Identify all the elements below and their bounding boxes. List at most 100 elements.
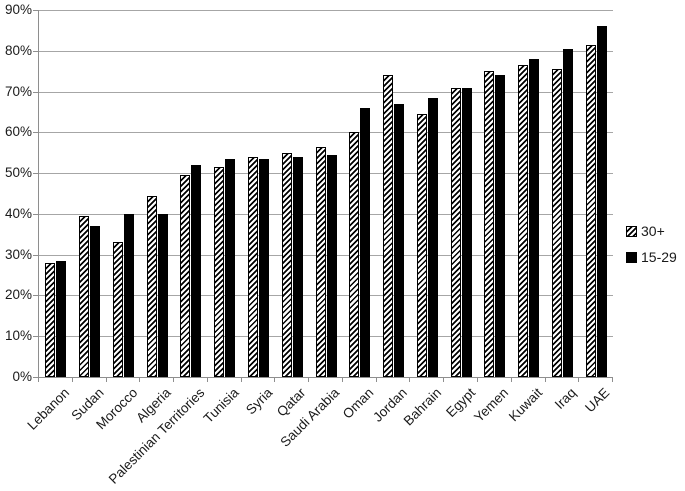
y-axis-label-70: 70% (4, 83, 32, 99)
x-axis-tick-17 (612, 378, 613, 382)
y-axis-tick-60 (33, 132, 38, 134)
y-axis-label-10: 10% (4, 328, 32, 344)
bar-saudi-arabia-15-29 (326, 154, 337, 377)
bar-morocco-30plus (112, 242, 123, 377)
y-axis-tick-70 (33, 91, 38, 93)
plot-area (38, 10, 613, 378)
bar-qatar-30plus (281, 152, 292, 377)
x-axis-tick-8 (308, 378, 310, 382)
bar-egypt-15-29 (461, 87, 472, 377)
x-axis-label-tunisia: Tunisia (200, 385, 242, 427)
y-axis-tick-40 (33, 213, 38, 215)
category-tunisia (208, 10, 242, 377)
category-syria (242, 10, 276, 377)
x-axis-label-syria: Syria (242, 385, 276, 418)
x-axis-tick-4 (173, 378, 175, 382)
x-axis-tick-6 (240, 378, 242, 382)
bar-bahrain-30plus (416, 114, 427, 377)
y-axis-label-50: 50% (4, 165, 32, 181)
bar-iraq-30plus (551, 69, 562, 377)
bar-palestinian-territories-15-29 (191, 165, 202, 377)
bar-oman-30plus (349, 132, 360, 377)
x-axis-tick-9 (341, 378, 343, 382)
category-morocco (107, 10, 141, 377)
x-axis-label-yemen: Yemen (471, 385, 512, 425)
bar-jordan-15-29 (394, 103, 405, 377)
y-axis-tick-20 (33, 295, 38, 297)
x-axis-tick-14 (510, 378, 512, 382)
gridline-90 (39, 10, 613, 11)
x-axis-tick-7 (274, 378, 276, 382)
y-axis-label-90: 90% (4, 2, 32, 17)
category-kuwait (512, 10, 546, 377)
bar-lebanon-30plus (45, 262, 56, 377)
category-qatar (275, 10, 309, 377)
bar-syria-30plus (247, 156, 258, 377)
bar-tunisia-15-29 (225, 158, 236, 377)
bar-uae-15-29 (596, 26, 607, 377)
y-axis-tick-30 (33, 254, 38, 256)
y-axis-label-30: 30% (4, 246, 32, 262)
gridline-80 (39, 50, 613, 52)
x-axis-tick-10 (375, 378, 377, 382)
category-uae (579, 10, 613, 377)
category-oman (343, 10, 377, 377)
bar-sudan-15-29 (90, 226, 101, 377)
category-saudi-arabia (309, 10, 343, 377)
bar-morocco-15-29 (123, 213, 134, 377)
bar-kuwait-15-29 (529, 58, 540, 377)
gridline-50 (39, 173, 613, 175)
bar-algeria-15-29 (157, 213, 168, 377)
category-algeria (140, 10, 174, 377)
gridline-10 (39, 336, 613, 338)
gridline-60 (39, 132, 613, 134)
x-axis-label-lebanon: Lebanon (24, 385, 73, 433)
bar-syria-15-29 (258, 158, 269, 377)
legend-item-15-29: 15-29 (626, 249, 677, 265)
bar-uae-30plus (585, 44, 596, 377)
category-lebanon (39, 10, 73, 377)
y-axis-label-20: 20% (4, 287, 32, 303)
bar-yemen-15-29 (495, 75, 506, 377)
category-iraq (545, 10, 579, 377)
x-axis-label-bahrain: Bahrain (400, 385, 444, 429)
category-egypt (444, 10, 478, 377)
y-axis-label-60: 60% (4, 124, 32, 140)
legend-label-15-29: 15-29 (641, 249, 677, 265)
bar-algeria-30plus (146, 195, 157, 377)
category-palestinian-territories (174, 10, 208, 377)
gridline-40 (39, 213, 613, 215)
bar-yemen-30plus (484, 71, 495, 377)
x-axis-tick-3 (139, 378, 141, 382)
legend-swatch-solid-icon (626, 251, 637, 263)
bars-container (39, 10, 613, 377)
y-axis-tick-0 (33, 377, 38, 378)
x-axis-label-oman: Oman (339, 385, 377, 422)
gridline-20 (39, 295, 613, 297)
x-axis-label-kuwait: Kuwait (505, 385, 546, 425)
legend-swatch-hatched-icon (626, 225, 637, 237)
legend: 30+ 15-29 (626, 223, 677, 265)
x-axis-tick-12 (443, 378, 445, 382)
x-axis-tick-0 (38, 378, 39, 382)
bar-bahrain-15-29 (427, 97, 438, 377)
bar-tunisia-30plus (214, 167, 225, 377)
bar-sudan-30plus (79, 215, 90, 377)
x-axis-tick-13 (476, 378, 478, 382)
bar-kuwait-30plus (518, 65, 529, 377)
y-axis-label-40: 40% (4, 205, 32, 221)
x-axis-tick-5 (206, 378, 208, 382)
x-axis-tick-16 (578, 378, 580, 382)
x-axis-tick-1 (71, 378, 73, 382)
category-jordan (377, 10, 411, 377)
legend-label-30plus: 30+ (641, 223, 665, 239)
y-axis-tick-80 (33, 50, 38, 52)
legend-item-30plus: 30+ (626, 223, 677, 239)
bar-egypt-30plus (450, 87, 461, 377)
bar-palestinian-territories-30plus (180, 175, 191, 377)
y-axis-tick-50 (33, 173, 38, 175)
y-axis-label-80: 80% (4, 42, 32, 58)
gridline-30 (39, 254, 613, 256)
x-axis-tick-15 (544, 378, 546, 382)
